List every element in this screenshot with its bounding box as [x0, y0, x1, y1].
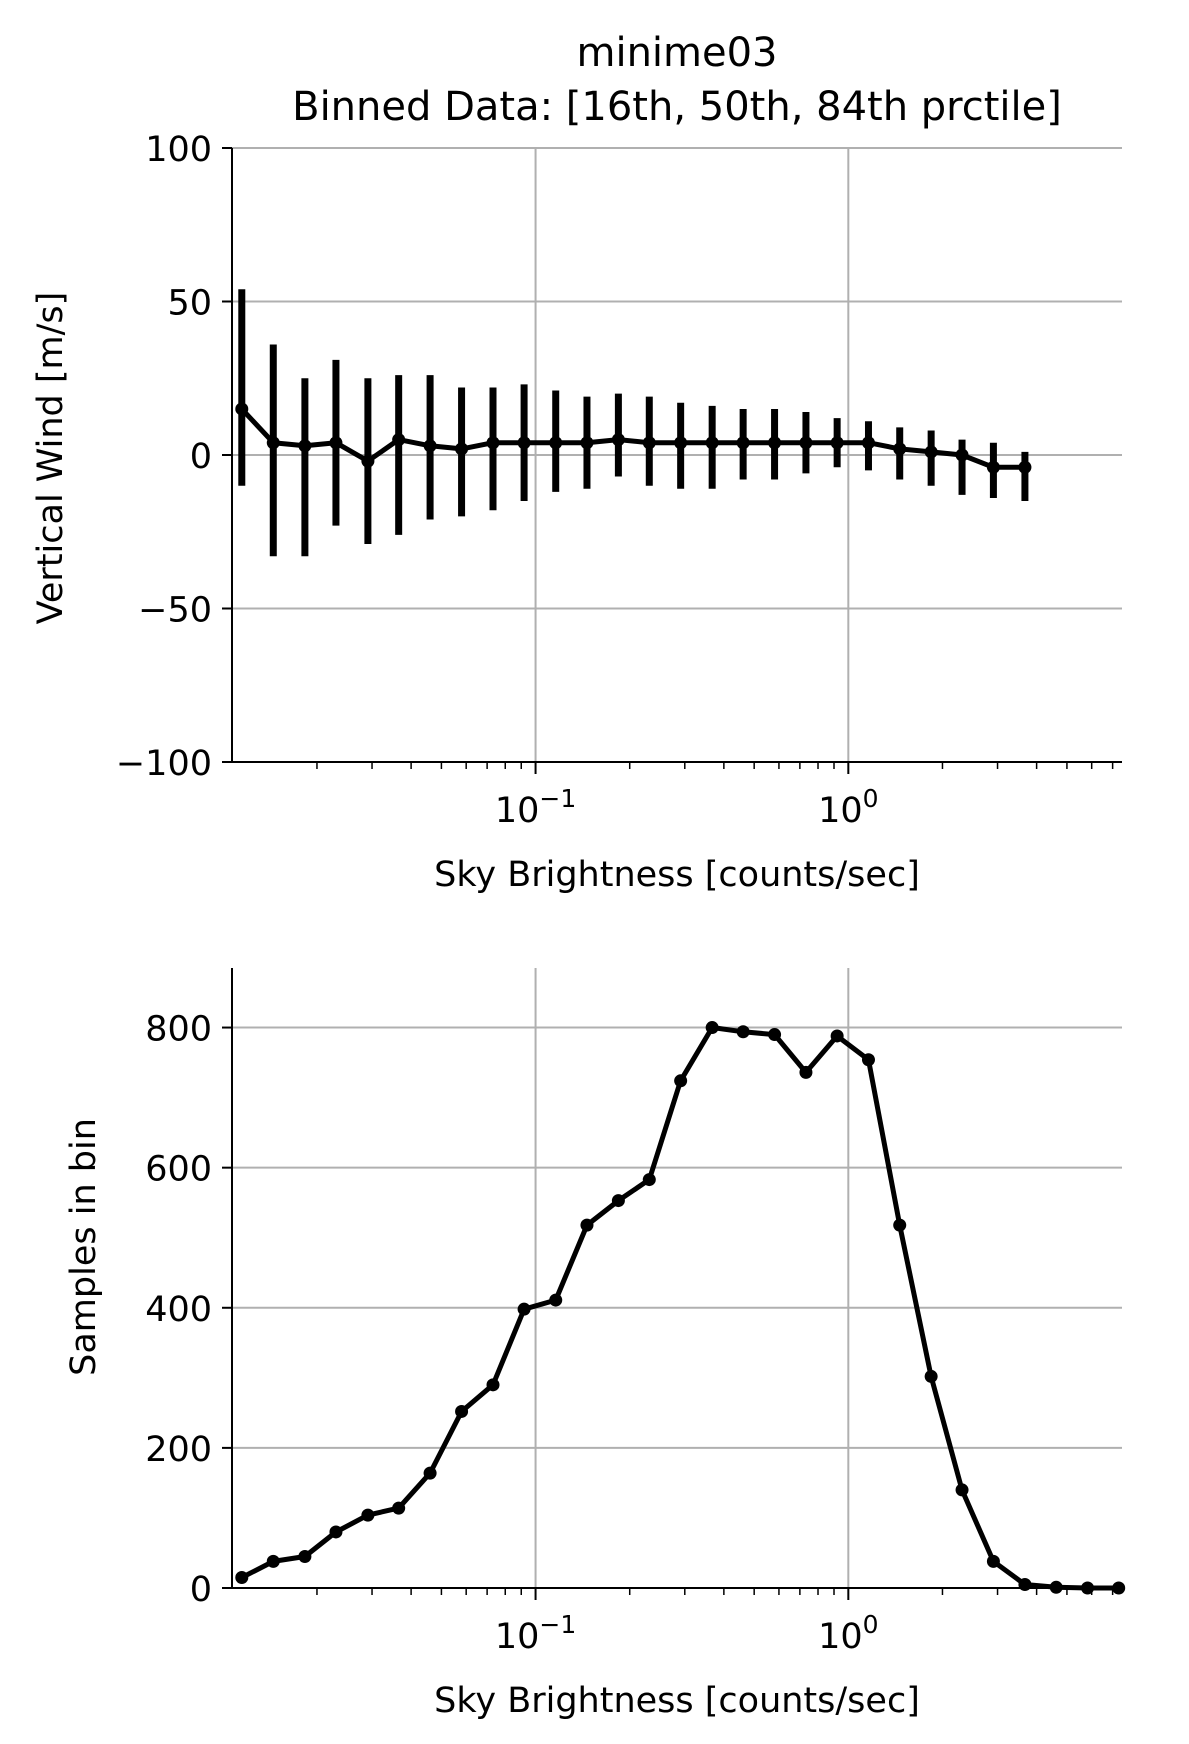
samples-point	[799, 1065, 813, 1079]
samples-point	[736, 1025, 750, 1039]
samples-point	[1018, 1577, 1032, 1591]
samples-y-axis-label: Samples in bin	[64, 1118, 104, 1376]
wind-median-point	[392, 433, 406, 447]
samples-grid	[232, 968, 1122, 1589]
wind-median-point	[361, 454, 375, 468]
wind-median-point	[455, 442, 469, 456]
wind-panel: minime03 Binned Data: [16th, 50th, 84th …	[31, 30, 1122, 895]
samples-point	[830, 1029, 844, 1043]
samples-point	[549, 1293, 563, 1307]
samples-point	[361, 1508, 375, 1522]
samples-point	[298, 1549, 312, 1563]
samples-point	[1112, 1581, 1126, 1595]
y-tick-label: 800	[145, 1010, 212, 1050]
wind-median-point	[861, 436, 875, 450]
wind-median-line	[239, 407, 1025, 470]
wind-median-point	[1018, 460, 1032, 474]
wind-median-point	[423, 439, 437, 453]
wind-median-point	[955, 448, 969, 462]
wind-median-point	[486, 436, 500, 450]
samples-point	[235, 1570, 249, 1584]
wind-median-point	[549, 436, 563, 450]
x-tick-label: 100	[818, 784, 878, 831]
wind-y-axis-label: Vertical Wind [m/s]	[31, 292, 71, 625]
samples-point	[893, 1218, 907, 1232]
samples-point	[517, 1302, 531, 1316]
samples-series	[235, 1021, 1126, 1595]
samples-point	[768, 1028, 782, 1042]
wind-median-point	[266, 436, 280, 450]
samples-point	[861, 1053, 875, 1067]
wind-errorbars	[238, 289, 1029, 557]
samples-point	[642, 1173, 656, 1187]
chart-subtitle: Binned Data: [16th, 50th, 84th prctile]	[292, 84, 1062, 130]
y-tick-label: 0	[190, 437, 212, 477]
samples-point	[674, 1074, 688, 1088]
wind-axes: −100 −50 0 50 100 10−1 100	[116, 130, 1122, 831]
wind-x-axis-label: Sky Brightness [counts/sec]	[434, 855, 920, 895]
wind-median-point	[893, 442, 907, 456]
samples-point	[266, 1554, 280, 1568]
y-tick-label: −50	[138, 591, 212, 631]
wind-median-point	[986, 460, 1000, 474]
wind-median-point	[329, 436, 343, 450]
wind-median-point	[674, 436, 688, 450]
wind-median-point	[517, 436, 531, 450]
y-tick-label: 200	[145, 1430, 212, 1470]
y-tick-label: 50	[167, 284, 212, 324]
wind-median-point	[298, 439, 312, 453]
wind-median-point	[924, 445, 938, 459]
samples-point	[423, 1466, 437, 1480]
samples-point	[486, 1378, 500, 1392]
samples-point	[580, 1218, 594, 1232]
y-tick-label: 100	[145, 130, 212, 170]
samples-point	[455, 1404, 469, 1418]
x-tick-label: 100	[818, 1610, 878, 1657]
samples-point	[955, 1483, 969, 1497]
y-tick-label: 0	[190, 1570, 212, 1610]
samples-point	[1081, 1581, 1095, 1595]
samples-axes: 0 200 400 600 800 10−1 100	[145, 968, 1122, 1657]
samples-x-axis-label: Sky Brightness [counts/sec]	[434, 1681, 920, 1721]
samples-point	[924, 1369, 938, 1383]
samples-point	[329, 1525, 343, 1539]
samples-point	[1049, 1580, 1063, 1594]
samples-point	[986, 1554, 1000, 1568]
wind-median-point	[768, 436, 782, 450]
y-tick-label: −100	[116, 744, 212, 784]
wind-median-point	[736, 436, 750, 450]
y-tick-label: 600	[145, 1150, 212, 1190]
wind-median-series	[235, 402, 1032, 474]
wind-median-point	[799, 436, 813, 450]
samples-panel: 0 200 400 600 800 10−1 100 Sky Brightness [cou…	[64, 968, 1126, 1721]
wind-median-point	[580, 436, 594, 450]
y-tick-label: 400	[145, 1290, 212, 1330]
chart-title: minime03	[576, 30, 777, 76]
samples-point	[705, 1021, 719, 1035]
wind-median-point	[830, 436, 844, 450]
wind-median-point	[611, 433, 625, 447]
samples-point	[392, 1501, 406, 1515]
x-tick-label: 10−1	[495, 784, 576, 831]
wind-median-point	[235, 402, 249, 416]
wind-median-point	[705, 436, 719, 450]
x-tick-label: 10−1	[495, 1610, 576, 1657]
wind-median-point	[642, 436, 656, 450]
samples-point	[611, 1194, 625, 1208]
